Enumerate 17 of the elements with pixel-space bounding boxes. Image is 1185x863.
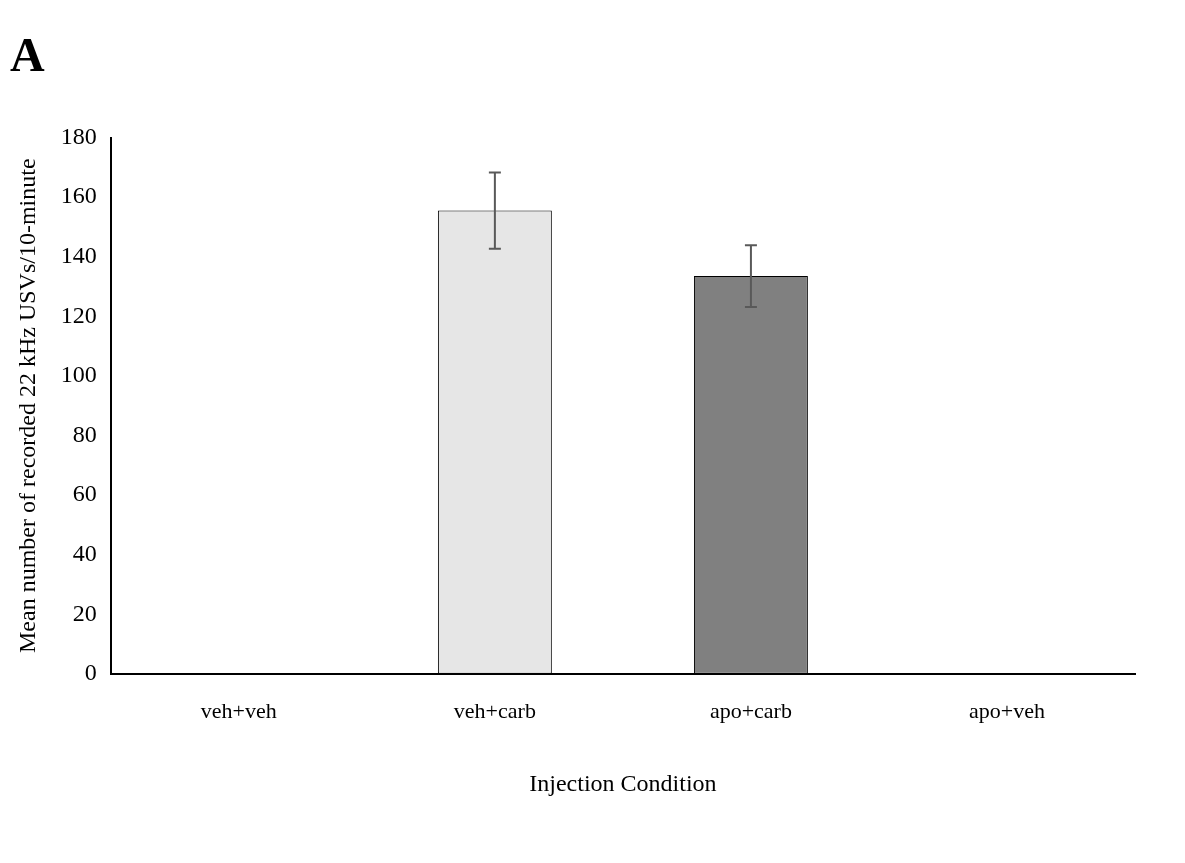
y-tick-label: 140 <box>60 242 97 269</box>
y-axis-title: Mean number of recorded 22 kHz USVs/10-minute <box>13 158 40 653</box>
y-tick-label: 180 <box>60 122 97 149</box>
chart-title: A <box>10 28 45 82</box>
y-tick-label: 40 <box>72 539 97 566</box>
x-tick-label: veh+carb <box>453 697 536 723</box>
x-axis-title: Injection Condition <box>529 769 717 796</box>
x-tick-label: apo+carb <box>709 697 792 723</box>
x-tick-label: veh+veh <box>200 697 277 723</box>
y-tick-label: 160 <box>60 182 97 209</box>
y-tick-label: 100 <box>60 361 97 388</box>
y-tick-label: 80 <box>72 420 97 447</box>
y-tick-label: 0 <box>84 659 97 686</box>
y-tick-label: 120 <box>60 301 97 328</box>
x-tick-label: apo+veh <box>969 697 1045 723</box>
y-tick-label: 20 <box>72 599 97 626</box>
y-tick-label: 60 <box>72 480 97 507</box>
